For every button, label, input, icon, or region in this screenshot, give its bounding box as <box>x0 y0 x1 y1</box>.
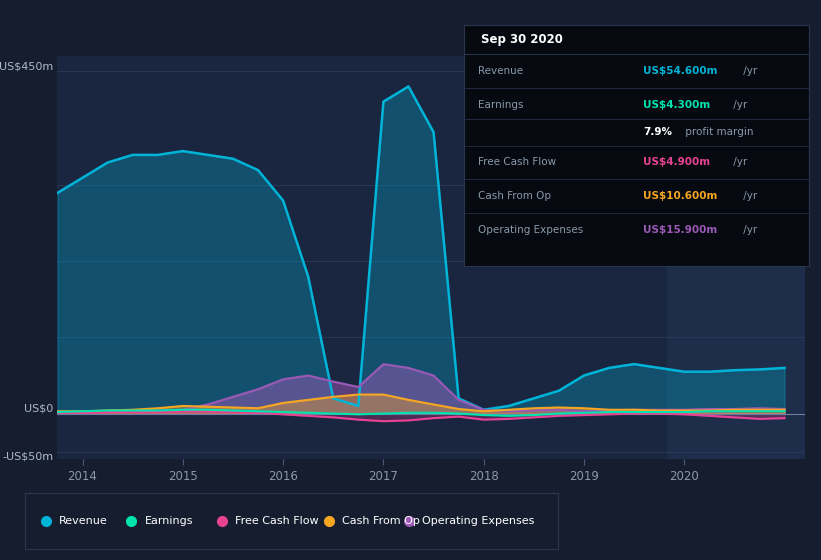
Text: Earnings: Earnings <box>144 516 193 526</box>
Text: /yr: /yr <box>730 100 747 110</box>
Text: Cash From Op: Cash From Op <box>342 516 420 526</box>
Text: Sep 30 2020: Sep 30 2020 <box>481 33 563 46</box>
Text: US$4.900m: US$4.900m <box>643 157 710 167</box>
Text: Free Cash Flow: Free Cash Flow <box>478 157 556 167</box>
Text: 7.9%: 7.9% <box>643 127 672 137</box>
Text: US$15.900m: US$15.900m <box>643 225 718 235</box>
Text: US$10.600m: US$10.600m <box>643 191 718 201</box>
Text: US$0: US$0 <box>25 404 53 413</box>
Text: Revenue: Revenue <box>478 66 523 76</box>
Text: /yr: /yr <box>740 225 757 235</box>
Text: /yr: /yr <box>740 66 757 76</box>
Text: Operating Expenses: Operating Expenses <box>422 516 534 526</box>
Text: US$450m: US$450m <box>0 61 53 71</box>
Text: /yr: /yr <box>740 191 757 201</box>
Text: profit margin: profit margin <box>681 127 754 137</box>
Text: Free Cash Flow: Free Cash Flow <box>236 516 319 526</box>
Text: -US$50m: -US$50m <box>2 451 53 461</box>
Text: Cash From Op: Cash From Op <box>478 191 551 201</box>
Bar <box>667 56 805 459</box>
Text: Revenue: Revenue <box>59 516 108 526</box>
Text: Earnings: Earnings <box>478 100 523 110</box>
Text: /yr: /yr <box>730 157 747 167</box>
Text: Operating Expenses: Operating Expenses <box>478 225 583 235</box>
Text: US$54.600m: US$54.600m <box>643 66 718 76</box>
Text: US$4.300m: US$4.300m <box>643 100 710 110</box>
